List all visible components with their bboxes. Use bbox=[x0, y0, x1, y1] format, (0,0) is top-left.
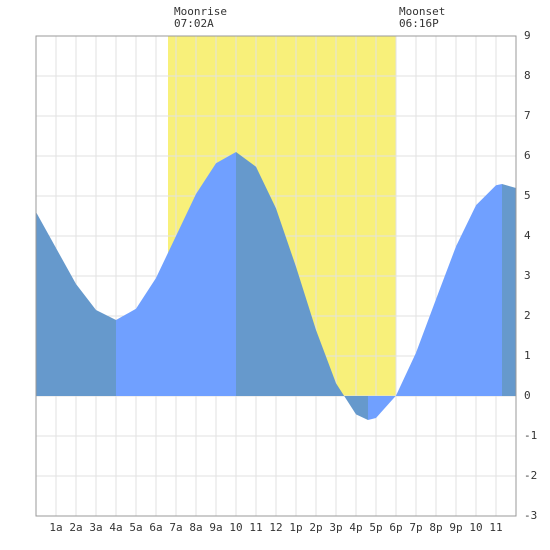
x-tick-label: 8a bbox=[189, 521, 202, 534]
x-tick-label: 3a bbox=[89, 521, 102, 534]
tide-area bbox=[36, 212, 116, 396]
y-tick-label: 7 bbox=[524, 109, 531, 122]
y-tick-label: 0 bbox=[524, 389, 531, 402]
y-tick-label: -1 bbox=[524, 429, 537, 442]
x-tick-label: 2a bbox=[69, 521, 82, 534]
y-tick-label: 1 bbox=[524, 349, 531, 362]
x-tick-label: 3p bbox=[329, 521, 342, 534]
x-tick-label: 4a bbox=[109, 521, 122, 534]
x-tick-label: 2p bbox=[309, 521, 322, 534]
tide-area bbox=[368, 184, 502, 420]
x-tick-label: 7p bbox=[409, 521, 422, 534]
y-tick-label: -3 bbox=[524, 509, 537, 522]
x-tick-label: 5a bbox=[129, 521, 142, 534]
y-tick-label: 8 bbox=[524, 69, 531, 82]
x-tick-label: 11 bbox=[249, 521, 262, 534]
y-tick-label: 9 bbox=[524, 29, 531, 42]
plot-frame bbox=[35, 35, 517, 517]
y-tick-label: 3 bbox=[524, 269, 531, 282]
moonset-label: Moonset bbox=[399, 5, 445, 18]
y-tick-label: 5 bbox=[524, 189, 531, 202]
y-tick-label: 6 bbox=[524, 149, 531, 162]
x-tick-label: 6a bbox=[149, 521, 162, 534]
x-tick-label: 6p bbox=[389, 521, 402, 534]
moonrise-label: Moonrise bbox=[174, 5, 227, 18]
y-tick-label: 4 bbox=[524, 229, 531, 242]
tide-area bbox=[502, 184, 516, 396]
x-tick-label: 1p bbox=[289, 521, 302, 534]
tide-area bbox=[116, 152, 236, 396]
x-tick-label: 8p bbox=[429, 521, 442, 534]
x-tick-label: 1a bbox=[49, 521, 62, 534]
moonset-time: 06:16P bbox=[399, 17, 439, 30]
tide-area bbox=[236, 152, 368, 420]
x-tick-label: 5p bbox=[369, 521, 382, 534]
x-tick-label: 9p bbox=[449, 521, 462, 534]
moonrise-time: 07:02A bbox=[174, 17, 214, 30]
x-tick-label: 9a bbox=[209, 521, 222, 534]
x-tick-label: 12 bbox=[269, 521, 282, 534]
x-tick-label: 10 bbox=[469, 521, 482, 534]
x-tick-label: 10 bbox=[229, 521, 242, 534]
y-tick-label: -2 bbox=[524, 469, 537, 482]
x-tick-label: 4p bbox=[349, 521, 362, 534]
x-tick-label: 7a bbox=[169, 521, 182, 534]
x-tick-label: 11 bbox=[489, 521, 502, 534]
y-tick-label: 2 bbox=[524, 309, 531, 322]
